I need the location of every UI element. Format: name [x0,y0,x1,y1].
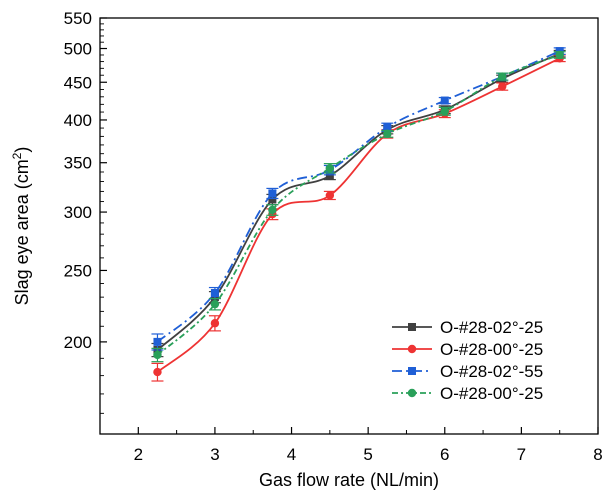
series-1 [151,49,566,358]
legend-marker [408,323,416,331]
x-tick-label: 6 [440,445,449,464]
legend-marker [408,367,416,375]
y-tick-label: 550 [64,9,92,28]
data-point [210,288,219,297]
y-axis-ticks: 200 250 300 350 400 450 500 550 [64,9,107,414]
y-axis-label-close: ) [12,147,32,153]
y-tick-label: 500 [64,40,92,59]
y-tick-label: 400 [64,111,92,130]
x-tick-label: 7 [517,445,526,464]
data-point [325,191,335,200]
x-axis-ticks: 2 3 4 5 6 7 8 [134,427,603,464]
plot-frame [99,17,599,435]
y-axis-label: Slag eye area (cm2) [10,147,32,306]
data-point [498,82,507,91]
y-tick-label: 350 [64,154,92,173]
x-tick-label: 4 [287,445,296,464]
legend-label: O-#28-02°-55 [440,362,543,381]
y-tick-label: 300 [64,203,92,222]
y-tick-label: 200 [64,333,92,352]
series-line [156,57,561,373]
x-tick-label: 8 [593,445,602,464]
legend-marker [407,388,417,398]
series-4 [151,50,566,363]
legend-label: O-#28-00°-25 [440,340,543,359]
legend: O-#28-02°-25 O-#28-00°-25 O-#28-02°-55 O-#2… [392,318,543,403]
y-axis-label-superscript: 2 [10,152,24,159]
data-point [440,96,449,105]
data-point [268,205,277,215]
legend-label: O-#28-02°-25 [440,318,543,337]
data-point [153,367,162,377]
y-tick-label: 450 [64,73,92,92]
data-point [153,350,162,360]
data-point [210,299,220,309]
data-point [153,337,162,346]
data-point [383,129,392,139]
x-tick-label: 5 [363,445,372,464]
data-point [325,164,335,173]
x-tick-label: 3 [210,445,219,464]
data-point [383,123,392,132]
y-axis-label-main: Slag eye area (cm [12,159,32,305]
data-point [210,319,220,328]
plot-area [151,47,566,382]
data-point [440,107,449,116]
series-line [156,52,561,351]
y-tick-label: 250 [64,261,92,280]
legend-marker [407,344,417,354]
x-tick-label: 2 [134,445,143,464]
data-point [498,72,507,81]
data-point [268,195,277,204]
data-point [325,171,334,180]
x-axis-label: Gas flow rate (NL/min) [259,470,439,490]
legend-label: O-#28-00°-25 [440,384,543,403]
data-point [555,50,564,60]
data-point [268,189,277,198]
